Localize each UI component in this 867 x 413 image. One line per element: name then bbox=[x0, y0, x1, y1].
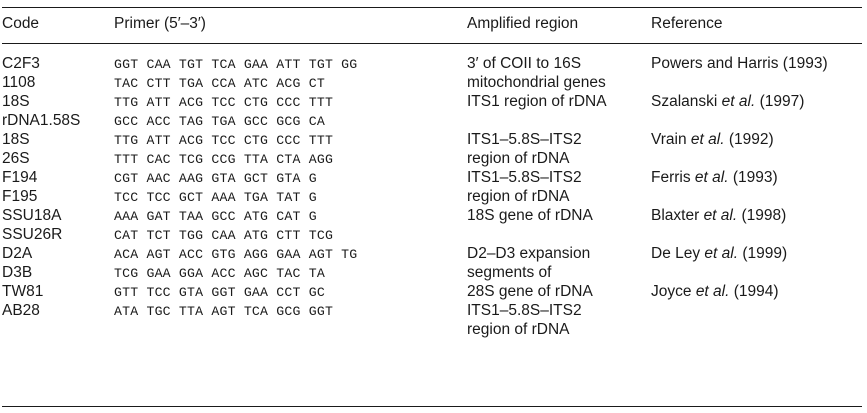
code-cell: F194 bbox=[2, 169, 38, 186]
reference-ref-b: et al. bbox=[721, 93, 756, 110]
primer-cell: CAT TCT TGG CAA ATG CTT TCG bbox=[114, 228, 334, 243]
top-rule bbox=[2, 7, 862, 8]
header-primer: Primer (5′–3′) bbox=[114, 15, 206, 32]
reference-ref-c: (1999) bbox=[738, 245, 788, 262]
primer-cell: TTG ATT ACG TCC CTG CCC TTT bbox=[114, 133, 334, 148]
reference-ref-a: Blaxter bbox=[651, 207, 704, 224]
region-cell: region of rDNA bbox=[467, 321, 570, 338]
code-cell: 1108 bbox=[2, 74, 36, 91]
reference-cell: De Ley et al. (1999) bbox=[651, 245, 787, 263]
reference-ref-a: Vrain bbox=[651, 131, 691, 148]
region-cell: ITS1–5.8S–ITS2 bbox=[467, 302, 582, 319]
reference-ref-c: (1998) bbox=[737, 207, 787, 224]
primer-cell: ATA TGC TTA AGT TCA GCG GGT bbox=[114, 304, 334, 319]
reference-cell: Ferris et al. (1993) bbox=[651, 169, 778, 187]
reference-ref-a: Ferris bbox=[651, 169, 695, 186]
primer-cell: TAC CTT TGA CCA ATC ACG CT bbox=[114, 76, 325, 91]
code-cell: F195 bbox=[2, 188, 38, 205]
region-cell: 28S gene of rDNA bbox=[467, 283, 593, 300]
reference-cell: Blaxter et al. (1998) bbox=[651, 207, 786, 225]
region-cell: ITS1 region of rDNA bbox=[467, 93, 607, 110]
reference-cell: Vrain et al. (1992) bbox=[651, 131, 774, 149]
reference-ref-b: et al. bbox=[704, 245, 739, 262]
reference-ref-c: (1997) bbox=[755, 93, 805, 110]
code-cell: TW81 bbox=[2, 283, 44, 300]
region-cell: region of rDNA bbox=[467, 150, 570, 167]
region-cell: 3′ of COII to 16S bbox=[467, 55, 582, 72]
header-rule bbox=[2, 43, 862, 44]
code-cell: C2F3 bbox=[2, 55, 40, 72]
code-cell: D3B bbox=[2, 264, 33, 281]
region-cell: D2–D3 expansion bbox=[467, 245, 591, 262]
primer-cell: TTG ATT ACG TCC CTG CCC TTT bbox=[114, 95, 334, 110]
header-region: Amplified region bbox=[467, 15, 579, 32]
code-cell: SSU18A bbox=[2, 207, 62, 224]
header-reference: Reference bbox=[651, 15, 723, 32]
code-cell: AB28 bbox=[2, 302, 40, 319]
reference-ref-b: et al. bbox=[694, 169, 729, 186]
primer-cell: GGT CAA TGT TCA GAA ATT TGT GG bbox=[114, 57, 358, 72]
region-cell: 18S gene of rDNA bbox=[467, 207, 593, 224]
code-cell: 18S bbox=[2, 93, 30, 110]
reference-cell: Joyce et al. (1994) bbox=[651, 283, 779, 301]
code-cell: D2A bbox=[2, 245, 33, 262]
primer-cell: ACA AGT ACC GTG AGG GAA AGT TG bbox=[114, 247, 358, 262]
code-cell: rDNA1.58S bbox=[2, 112, 81, 129]
primer-cell: TCC TCC GCT AAA TGA TAT G bbox=[114, 190, 317, 205]
reference-ref-a: Powers and Harris (1993) bbox=[651, 55, 828, 72]
reference-ref-c: (1992) bbox=[724, 131, 774, 148]
primer-cell: GTT TCC GTA GGT GAA CCT GC bbox=[114, 285, 325, 300]
region-cell: ITS1–5.8S–ITS2 bbox=[467, 131, 582, 148]
region-cell: ITS1–5.8S–ITS2 bbox=[467, 169, 582, 186]
code-cell: 18S bbox=[2, 131, 30, 148]
reference-ref-c: (1994) bbox=[729, 283, 779, 300]
reference-ref-b: et al. bbox=[690, 131, 725, 148]
reference-cell: Szalanski et al. (1997) bbox=[651, 93, 804, 111]
region-cell: mitochondrial genes bbox=[467, 74, 606, 91]
primer-cell: GCC ACC TAG TGA GCC GCG CA bbox=[114, 114, 325, 129]
reference-ref-b: et al. bbox=[695, 283, 730, 300]
primer-cell: CGT AAC AAG GTA GCT GTA G bbox=[114, 171, 317, 186]
region-cell: region of rDNA bbox=[467, 188, 570, 205]
reference-ref-b: et al. bbox=[703, 207, 738, 224]
code-cell: SSU26R bbox=[2, 226, 63, 243]
header-code: Code bbox=[2, 15, 40, 32]
reference-ref-c: (1993) bbox=[728, 169, 778, 186]
primer-cell: AAA GAT TAA GCC ATG CAT G bbox=[114, 209, 317, 224]
reference-cell: Powers and Harris (1993) bbox=[651, 55, 828, 73]
reference-ref-a: Joyce bbox=[651, 283, 696, 300]
primer-cell: TCG GAA GGA ACC AGC TAC TA bbox=[114, 266, 325, 281]
code-cell: 26S bbox=[2, 150, 30, 167]
primer-cell: TTT CAC TCG CCG TTA CTA AGG bbox=[114, 152, 334, 167]
region-cell: segments of bbox=[467, 264, 552, 281]
reference-ref-a: Szalanski bbox=[651, 93, 722, 110]
bottom-rule bbox=[2, 406, 862, 407]
reference-ref-a: De Ley bbox=[651, 245, 705, 262]
